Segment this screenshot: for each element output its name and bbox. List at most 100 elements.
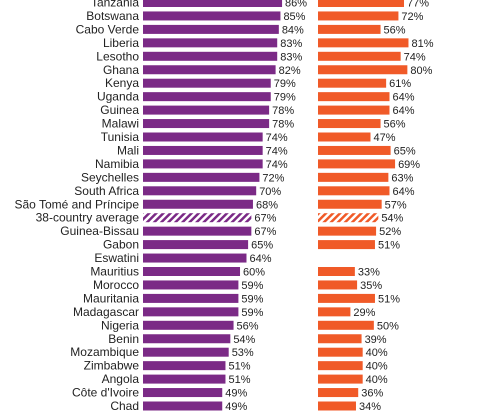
bar-series-1 [143,11,281,21]
value-label-series-2: 69% [398,159,420,171]
bar-series-1 [143,145,263,155]
bar-series-1 [143,199,253,209]
bar-series-1 [143,361,226,371]
bar-series-2 [318,199,382,209]
bar-series-1 [143,347,229,357]
bar-series-2 [318,78,387,88]
category-label: Gabon [103,238,139,252]
category-label: Zimbabwe [84,359,140,373]
category-label: Mozambique [70,345,139,359]
bar-series-1 [143,65,276,75]
category-label: Malawi [102,117,139,131]
value-label-series-2: 63% [391,172,413,184]
bar-series-1 [143,226,252,236]
bar-series-2 [318,388,359,398]
bar-series-1 [143,78,271,88]
value-label-series-1: 67% [254,226,276,238]
value-label-series-1: 65% [251,240,273,252]
bar-series-2 [318,186,390,196]
bar-series-2 [318,267,355,276]
bar-series-1 [143,186,257,196]
category-label: São Tomé and Príncipe [14,197,139,211]
bar-series-1 [143,51,278,61]
category-label: Lesotho [96,49,139,63]
bar-series-2 [318,293,375,303]
category-label: Tunisia [101,130,140,144]
category-label: Seychelles [81,170,139,184]
value-label-series-2: 64% [392,105,414,117]
value-label-series-1: 49% [225,401,247,413]
bar-series-2 [318,226,377,236]
bar-series-1 [143,401,223,411]
value-label-series-2: 52% [379,226,401,238]
value-label-series-2: 34% [359,401,381,413]
category-label: South Africa [74,184,139,198]
bar-series-2 [318,38,409,48]
value-label-series-2: 47% [373,132,395,144]
category-label: Eswatini [94,251,139,265]
bar-series-1 [143,240,249,250]
category-label: Kenya [105,76,139,90]
value-label-series-2: 51% [378,240,400,252]
value-label-series-1: 74% [266,145,288,157]
category-label: Madagascar [73,305,139,319]
value-label-series-2: 56% [384,24,406,36]
category-label: Namibia [95,157,139,171]
value-label-series-2: 77% [407,0,429,10]
value-label-series-1: 86% [285,0,307,10]
value-label-series-1: 78% [272,105,294,117]
bar-series-1 [143,293,239,303]
value-label-series-2: 56% [384,119,406,131]
value-label-series-2: 29% [353,307,375,319]
value-label-series-2: 72% [401,11,423,23]
value-label-series-2: 33% [358,267,380,279]
value-label-series-1: 56% [237,320,259,332]
category-label: Nigeria [101,318,139,332]
bar-series-2 [318,0,405,7]
value-label-series-1: 64% [249,253,271,265]
value-label-series-1: 79% [274,78,296,90]
value-label-series-2: 80% [410,65,432,77]
category-label: 38-country average [36,211,140,225]
bar-series-1 [143,132,263,142]
value-label-series-1: 67% [254,213,276,225]
bar-series-2 [318,119,381,129]
bar-series-1 [143,280,239,290]
value-label-series-1: 59% [241,293,263,305]
value-label-series-2: 40% [366,361,388,373]
bar-series-2 [318,213,379,223]
category-label: Ghana [103,63,139,77]
category-label: Tanzania [91,0,139,10]
bar-series-2 [318,320,374,330]
value-label-series-1: 60% [243,267,265,279]
bar-series-1 [143,267,241,276]
value-label-series-1: 82% [279,65,301,77]
value-label-series-1: 83% [280,38,302,50]
value-label-series-2: 40% [366,347,388,359]
bar-series-1 [143,38,278,48]
value-label-series-2: 74% [404,51,426,63]
category-label: Liberia [103,36,139,50]
value-label-series-1: 53% [232,347,254,359]
value-label-series-2: 81% [411,38,433,50]
bar-series-1 [143,374,226,384]
bar-series-2 [318,92,390,102]
left-panel-bars: 86%85%84%83%83%82%79%79%78%78%74%74%74%7… [143,0,307,413]
value-label-series-1: 84% [282,24,304,36]
value-label-series-1: 74% [266,159,288,171]
value-label-series-1: 83% [280,51,302,63]
category-label: Mali [117,143,139,157]
value-label-series-2: 36% [361,388,383,400]
bar-series-2 [318,24,381,34]
value-label-series-2: 50% [377,320,399,332]
bar-series-2 [318,361,363,371]
value-label-series-2: 65% [394,145,416,157]
bar-series-1 [143,334,231,344]
bar-series-2 [318,307,351,317]
value-label-series-1: 72% [262,172,284,184]
bar-series-2 [318,334,362,344]
value-label-series-1: 79% [274,92,296,104]
bar-series-1 [143,320,234,330]
value-label-series-2: 40% [366,374,388,386]
